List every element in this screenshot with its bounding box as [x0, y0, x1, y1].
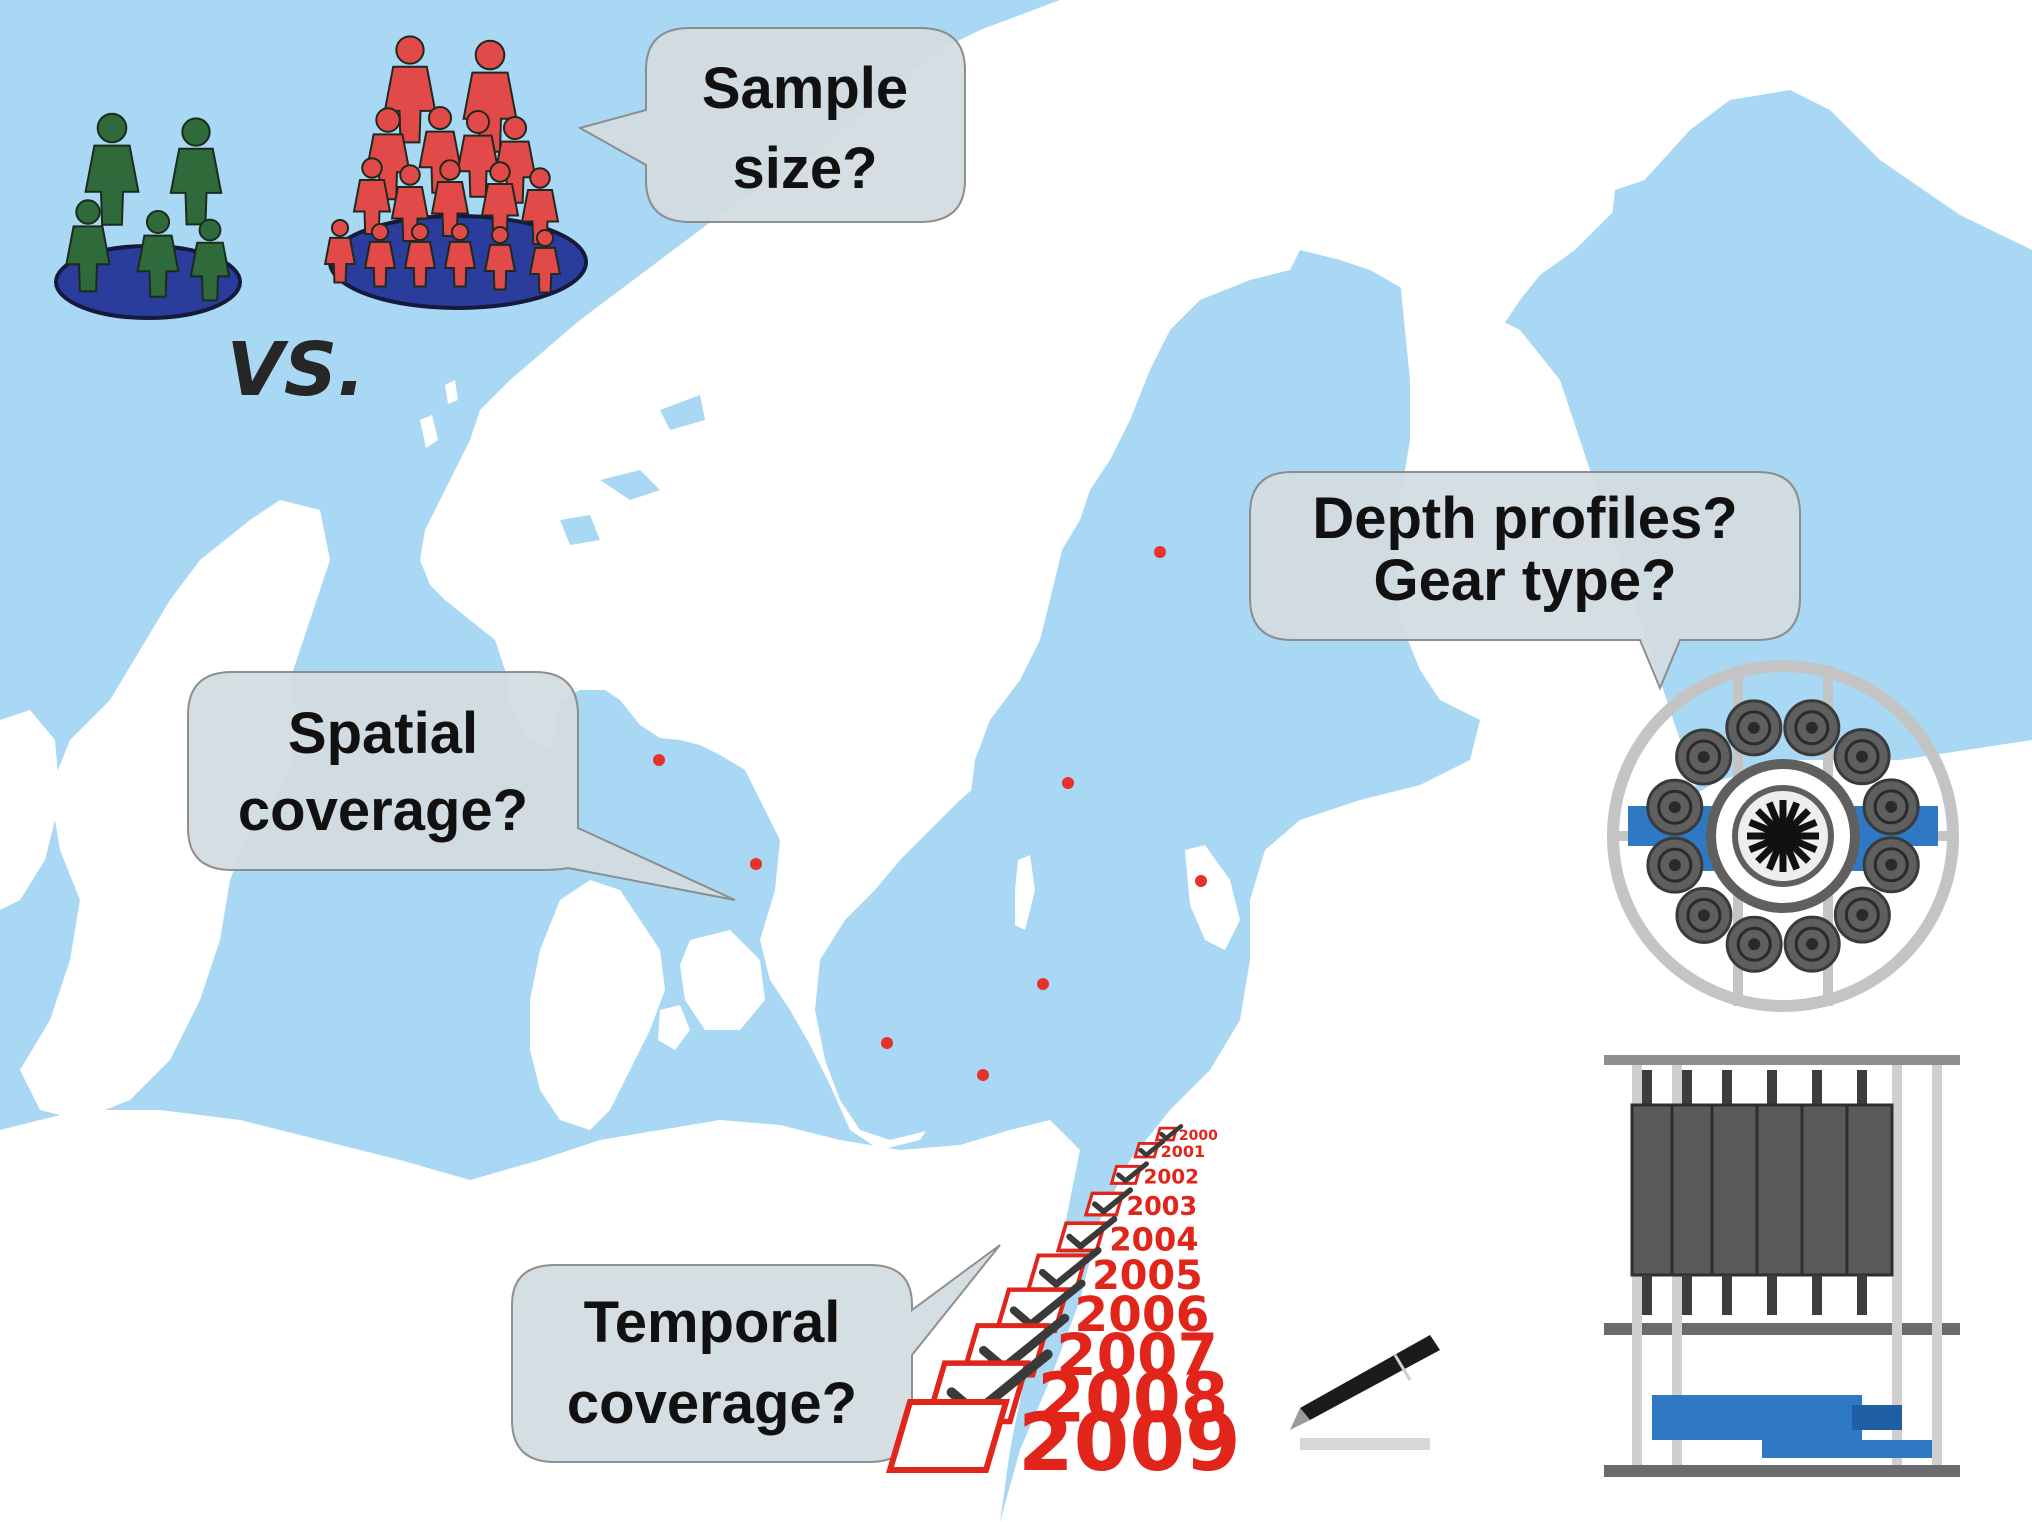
station-dot [1062, 777, 1074, 789]
bubble-text-line1: Depth profiles? [1312, 486, 1737, 551]
people-group-icon [323, 35, 562, 294]
year-label: 2009 [1018, 1396, 1241, 1489]
person-figure [430, 159, 470, 237]
bubble-shape [511, 1244, 1001, 1463]
sample-bottle [1845, 1070, 1894, 1315]
person-figure [65, 199, 111, 293]
station-dot [750, 858, 762, 870]
sample-size-bubble: Sample size? [577, 27, 966, 223]
sample-size-illustration: VS. [54, 35, 588, 413]
fjord-notch [560, 395, 705, 545]
person-figure [403, 222, 437, 288]
person-figure [443, 222, 477, 288]
year-label: 2008 [1037, 1358, 1228, 1438]
scandinavia-landmass [420, 0, 2032, 1150]
person-figure [189, 218, 231, 302]
vs-label: VS. [227, 327, 366, 413]
year-label: 2004 [1109, 1220, 1198, 1258]
white-sea [1605, 175, 1880, 500]
bubble-text-line2: coverage? [567, 1371, 857, 1436]
station-dot [653, 754, 665, 766]
station-dot [881, 1037, 893, 1049]
station-dot [1195, 875, 1207, 887]
bubble-shape [187, 671, 736, 901]
year-label: 2007 [1056, 1321, 1218, 1389]
checklist-row: 2005 [1025, 1246, 1203, 1299]
year-label: 2005 [1092, 1253, 1203, 1299]
denmark-landmass [530, 880, 665, 1130]
checklist-row: 2001 [1133, 1139, 1205, 1161]
year-label: 2003 [1126, 1191, 1197, 1221]
gulf-of-finland [1360, 715, 1480, 765]
sampling-frame-icon [1604, 1055, 1960, 1477]
bubble-text-line2: size? [732, 136, 877, 201]
bubble-text-line1: Spatial [288, 701, 478, 766]
station-dot [1154, 546, 1166, 558]
station-dot [1037, 978, 1049, 990]
temporal-coverage-bubble: Temporal coverage? [511, 1244, 1001, 1463]
person-figure [84, 112, 140, 226]
depth-gear-bubble: Depth profiles? Gear type? [1249, 471, 1801, 691]
sample-bottle [1670, 1070, 1719, 1315]
sample-bottle [1630, 1070, 1679, 1315]
sample-bottle [1755, 1070, 1804, 1315]
bubble-text-line1: Sample [702, 56, 908, 121]
funen-island [658, 1005, 690, 1050]
great-britain-landmass [20, 500, 330, 1120]
person-figure [136, 209, 180, 298]
checklist-row: 2004 [1055, 1216, 1199, 1258]
spatial-coverage-bubble: Spatial coverage? [187, 671, 736, 901]
gulf-of-bothnia [1080, 265, 1390, 700]
baltic-proper [815, 705, 1470, 1140]
people-group-icon [65, 112, 231, 302]
checklist-row: 2008 [923, 1349, 1228, 1438]
checklist-row: 2000 [1154, 1124, 1218, 1144]
year-label: 2001 [1161, 1142, 1205, 1161]
gotland-island [1185, 845, 1240, 950]
person-figure [418, 105, 462, 194]
bubble-text-line1: Temporal [584, 1290, 841, 1355]
sample-bottle [1710, 1070, 1759, 1315]
lake-onega [1815, 460, 1870, 540]
bubble-shape [1249, 471, 1801, 691]
shetland-islands [420, 380, 458, 448]
sampling-rosette-icon [1607, 660, 1959, 1012]
bubble-text-line2: coverage? [238, 778, 528, 843]
checklist-row: 2002 [1109, 1161, 1199, 1188]
person-figure [528, 228, 562, 294]
pen-icon [1290, 1335, 1440, 1450]
year-label: 2000 [1179, 1128, 1218, 1144]
oland-island [1015, 855, 1035, 930]
sample-bottle [1800, 1070, 1849, 1315]
ireland-landmass [0, 710, 60, 910]
year-label: 2006 [1074, 1287, 1209, 1343]
year-label: 2002 [1143, 1164, 1199, 1188]
bubble-text-line2: Gear type? [1374, 548, 1677, 613]
zealand-island [680, 930, 765, 1030]
bubble-shape [577, 27, 966, 223]
checklist-row: 2009 [885, 1396, 1241, 1489]
person-figure [323, 218, 357, 284]
person-figure [483, 225, 517, 291]
checklist-row: 2003 [1083, 1187, 1197, 1221]
station-dot [977, 1069, 989, 1081]
person-figure [363, 222, 397, 288]
sampling-stations [653, 546, 1207, 1081]
